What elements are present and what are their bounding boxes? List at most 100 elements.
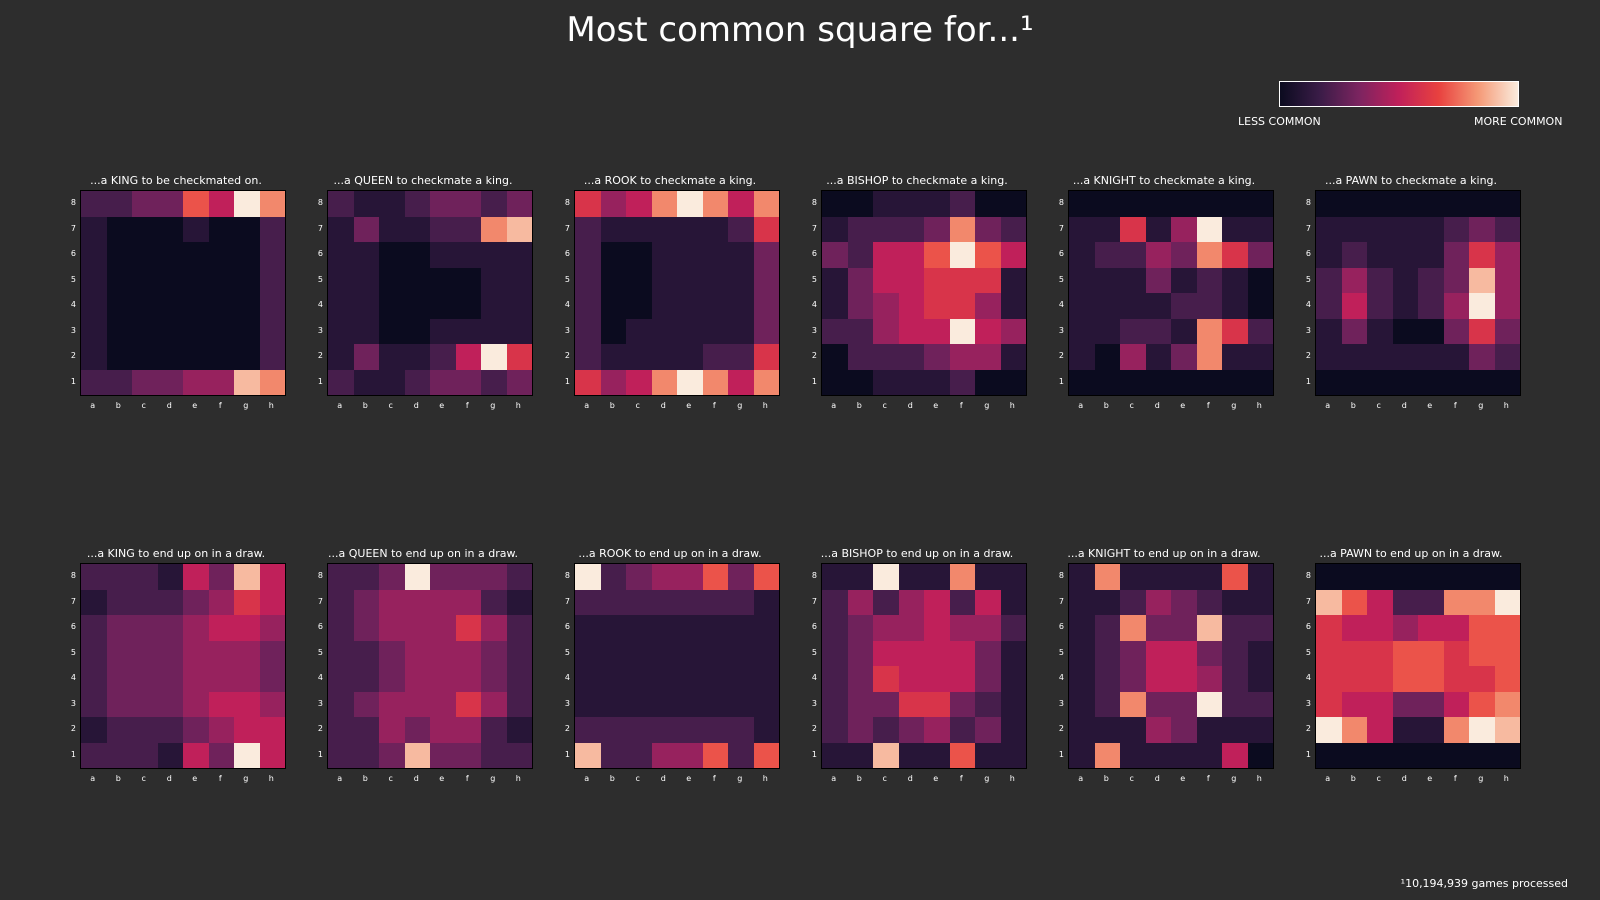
heatmap-cell-f1 xyxy=(1196,742,1222,768)
file-tick-label: g xyxy=(1231,401,1237,410)
heatmap-cell-d5 xyxy=(157,640,183,666)
heatmap-cell-f2 xyxy=(455,717,481,743)
heatmap-cell-d3 xyxy=(157,691,183,717)
heatmap-cell-g1 xyxy=(975,742,1001,768)
heatmap-cell-e8 xyxy=(1171,191,1197,217)
heatmap-cell-a1 xyxy=(81,369,107,395)
heatmap-cell-g6 xyxy=(481,615,507,641)
file-tick-label: d xyxy=(166,401,172,410)
heatmap-cell-e1 xyxy=(1171,742,1197,768)
heatmap-cell-c2 xyxy=(1120,344,1146,370)
file-tick-label: h xyxy=(515,774,521,783)
heatmap-cell-e7 xyxy=(430,216,456,242)
heatmap-cell-b8 xyxy=(600,564,626,590)
heatmap-cell-g3 xyxy=(1469,318,1495,344)
heatmap-cell-e5 xyxy=(677,267,703,293)
heatmap-cell-f3 xyxy=(1443,318,1469,344)
rank-tick-label: 2 xyxy=(1058,724,1064,733)
heatmap-cell-f4 xyxy=(455,293,481,319)
heatmap-cell-g3 xyxy=(1469,691,1495,717)
heatmap-cell-h5 xyxy=(1494,267,1520,293)
heatmap-cell-a2 xyxy=(81,344,107,370)
heatmap-cell-b7 xyxy=(106,216,132,242)
rank-tick-label: 8 xyxy=(564,571,570,580)
heatmap-cell-b2 xyxy=(1094,717,1120,743)
heatmap-cell-c8 xyxy=(132,564,158,590)
heatmap-cell-h4 xyxy=(259,293,285,319)
heatmap-cell-a1 xyxy=(328,742,354,768)
heatmap-cell-f4 xyxy=(208,293,234,319)
heatmap-cell-b4 xyxy=(1341,666,1367,692)
heatmap-cell-f5 xyxy=(702,640,728,666)
heatmap-cell-g6 xyxy=(975,242,1001,268)
rank-tick-label: 6 xyxy=(1058,249,1064,258)
heatmap-cell-g3 xyxy=(975,318,1001,344)
heatmap-cell-a4 xyxy=(575,293,601,319)
heatmap-board xyxy=(574,563,780,769)
heatmap-cell-a8 xyxy=(81,564,107,590)
heatmap-cell-h6 xyxy=(1000,615,1026,641)
heatmap-cell-f6 xyxy=(949,615,975,641)
heatmap-cell-a4 xyxy=(822,293,848,319)
heatmap-cell-d4 xyxy=(651,293,677,319)
heatmap-cell-f4 xyxy=(1443,666,1469,692)
heatmap-cell-f7 xyxy=(1443,589,1469,615)
rank-tick-label: 2 xyxy=(317,351,323,360)
file-tick-label: d xyxy=(660,774,666,783)
heatmap-cell-e3 xyxy=(183,318,209,344)
file-tick-label: b xyxy=(1350,401,1356,410)
heatmap-cell-b7 xyxy=(353,589,379,615)
heatmap-cell-e4 xyxy=(1171,666,1197,692)
heatmap-cell-h2 xyxy=(506,717,532,743)
heatmap-cell-a1 xyxy=(1069,742,1095,768)
heatmap-cell-c3 xyxy=(132,691,158,717)
rank-tick-label: 4 xyxy=(564,300,570,309)
heatmap-cell-h3 xyxy=(506,691,532,717)
rank-tick-label: 8 xyxy=(70,198,76,207)
heatmap-cell-d8 xyxy=(898,191,924,217)
heatmap-cell-d2 xyxy=(1145,717,1171,743)
heatmap-cell-g2 xyxy=(234,717,260,743)
heatmap-panel: ...a KNIGHT to end up on in a draw. 8 7 6 5 4… xyxy=(1046,547,1286,797)
heatmap-cell-b2 xyxy=(847,717,873,743)
heatmap-cell-b4 xyxy=(1094,293,1120,319)
heatmap-cell-f8 xyxy=(1196,564,1222,590)
heatmap-cell-h7 xyxy=(1247,216,1273,242)
heatmap-cell-g3 xyxy=(481,691,507,717)
heatmap-cell-f3 xyxy=(208,691,234,717)
heatmap-cell-h8 xyxy=(1247,191,1273,217)
heatmap-cell-a7 xyxy=(81,589,107,615)
heatmap-panel: ...a QUEEN to checkmate a king. 8 7 6 5 4 3 2 1 a… xyxy=(305,174,545,424)
heatmap-cell-a5 xyxy=(1316,640,1342,666)
heatmap-cell-h6 xyxy=(753,615,779,641)
heatmap-cell-c4 xyxy=(132,293,158,319)
heatmap-cell-b2 xyxy=(353,344,379,370)
heatmap-cell-d5 xyxy=(404,267,430,293)
heatmap-cell-g8 xyxy=(481,564,507,590)
heatmap-cell-b4 xyxy=(847,666,873,692)
panel-title: ...a PAWN to end up on in a draw. xyxy=(1319,547,1503,560)
heatmap-cell-a8 xyxy=(575,191,601,217)
heatmap-cell-e7 xyxy=(183,216,209,242)
heatmap-cell-b7 xyxy=(1094,216,1120,242)
heatmap-cell-d8 xyxy=(651,564,677,590)
heatmap-cell-b6 xyxy=(600,615,626,641)
heatmap-cell-f1 xyxy=(702,369,728,395)
heatmap-cell-a1 xyxy=(575,742,601,768)
heatmap-cell-g2 xyxy=(1222,717,1248,743)
heatmap-cell-b3 xyxy=(106,318,132,344)
heatmap-cell-f6 xyxy=(949,242,975,268)
heatmap-cell-h7 xyxy=(259,589,285,615)
heatmap-cell-a8 xyxy=(1316,191,1342,217)
file-tick-label: f xyxy=(959,774,963,783)
heatmap-cell-b7 xyxy=(353,216,379,242)
rank-tick-label: 4 xyxy=(1058,300,1064,309)
rank-tick-label: 5 xyxy=(317,647,323,657)
rank-tick-label: 3 xyxy=(564,698,570,708)
heatmap-cell-h2 xyxy=(506,344,532,370)
heatmap-cell-g1 xyxy=(481,742,507,768)
heatmap-cell-g1 xyxy=(1222,369,1248,395)
file-tick-label: e xyxy=(933,401,939,410)
heatmap-cell-b4 xyxy=(1341,293,1367,319)
heatmap-cell-h4 xyxy=(753,293,779,319)
